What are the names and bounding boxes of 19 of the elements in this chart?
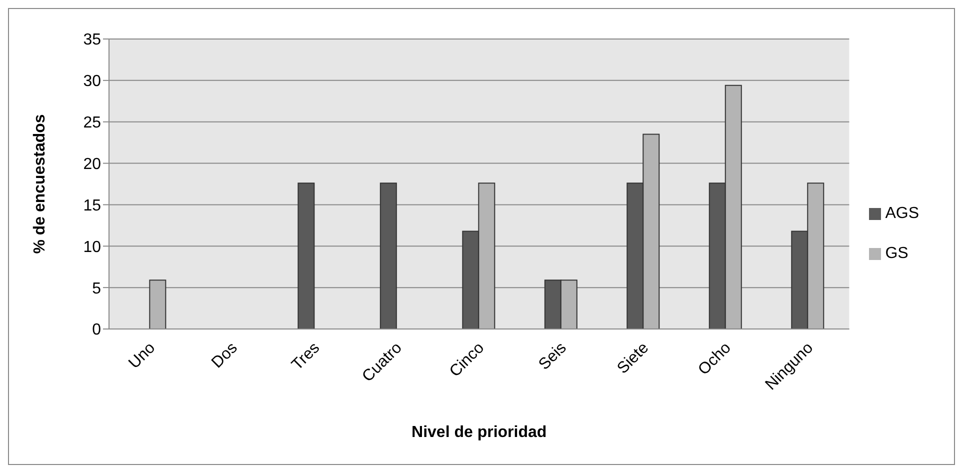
- bar: [298, 182, 315, 329]
- x-tick-label: Seis: [536, 339, 570, 374]
- y-tick-label: 10: [83, 238, 102, 256]
- x-tick-label: Uno: [126, 339, 159, 372]
- y-tick-label: 0: [92, 322, 102, 339]
- x-axis-title: Nivel de prioridad: [412, 424, 547, 441]
- y-tick-label: 35: [83, 32, 102, 49]
- y-tick-label: 15: [83, 197, 102, 214]
- y-tick-label: 20: [83, 156, 102, 173]
- y-tick-label: 25: [83, 114, 102, 132]
- legend-label: AGS: [885, 205, 919, 222]
- x-tick-label: Dos: [208, 339, 241, 372]
- x-tick-label: Tres: [288, 339, 324, 374]
- bar: [380, 182, 397, 329]
- legend-label: GS: [885, 245, 908, 262]
- y-axis-title: % de encuestados: [32, 114, 49, 254]
- bar: [149, 280, 166, 329]
- y-tick-label: 30: [83, 73, 102, 90]
- y-tick-label: 5: [92, 280, 102, 298]
